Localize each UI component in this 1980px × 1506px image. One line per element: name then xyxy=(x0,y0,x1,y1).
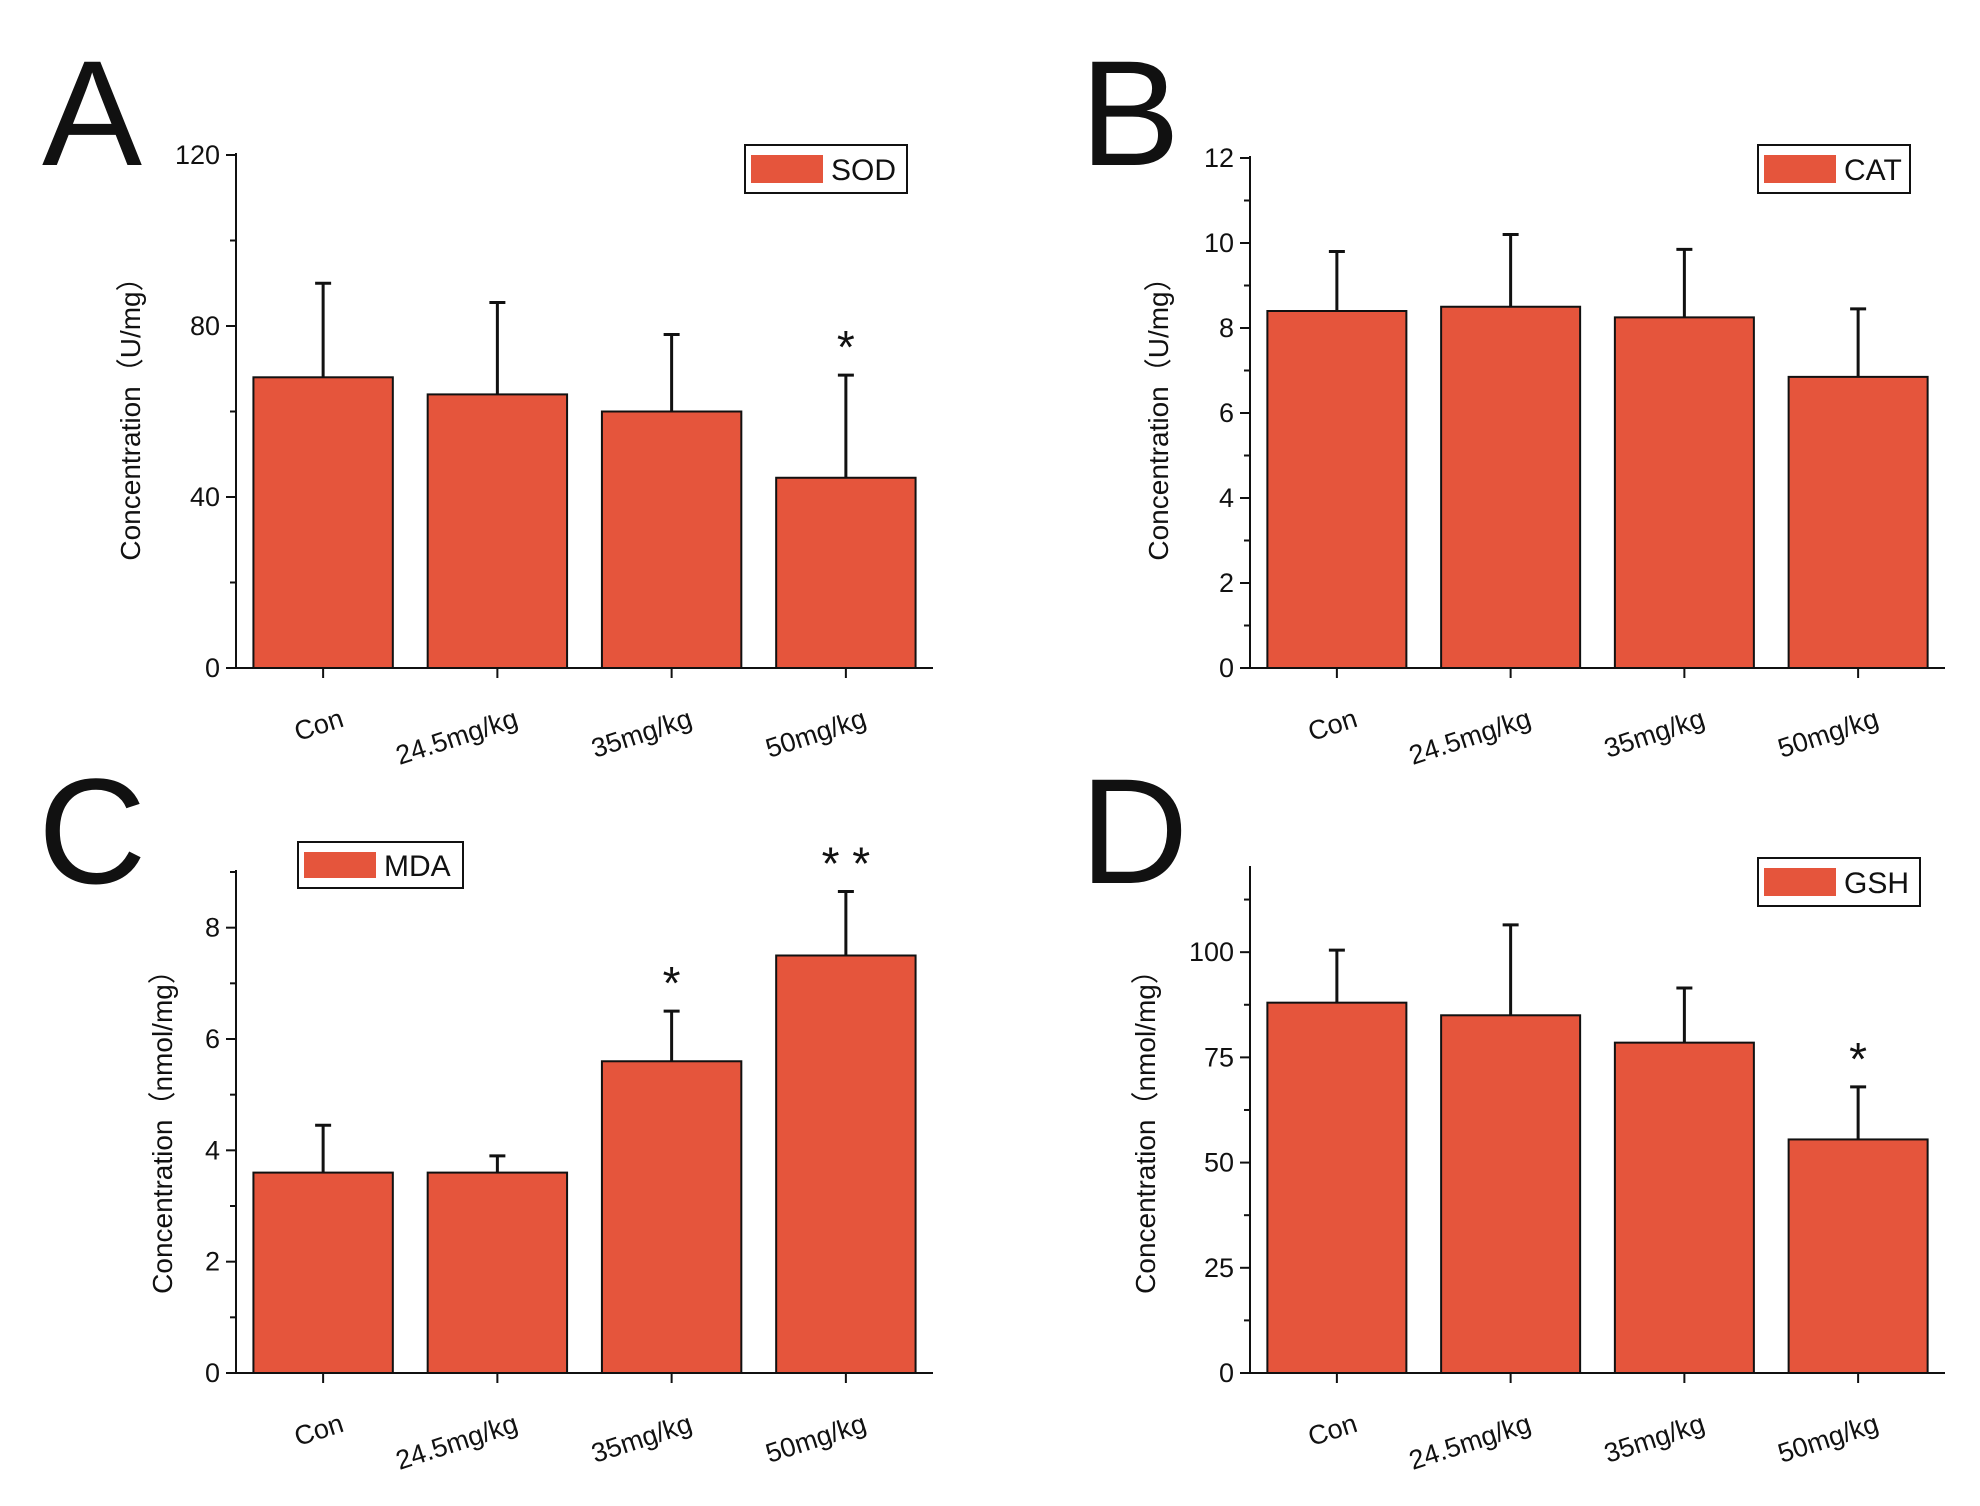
legend: GSH xyxy=(1757,857,1921,907)
bar xyxy=(1613,1041,1755,1375)
bar xyxy=(1787,375,1929,669)
bar xyxy=(600,1060,743,1375)
y-tick-label: 50 xyxy=(1204,1148,1234,1178)
x-tick-label: 50mg/kg xyxy=(762,703,870,764)
bar xyxy=(1266,310,1408,669)
y-tick-label: 0 xyxy=(205,653,220,683)
y-tick-label: 40 xyxy=(190,482,220,512)
x-tick-label: 35mg/kg xyxy=(588,1408,696,1469)
legend-label: CAT xyxy=(1844,154,1902,187)
y-axis-label: Concentration（U/mg） xyxy=(1143,263,1174,560)
legend-swatch xyxy=(304,852,376,878)
y-tick-label: 4 xyxy=(1219,483,1234,513)
y-tick-label: 25 xyxy=(1204,1253,1234,1283)
bar xyxy=(775,476,917,670)
significance-marker: * xyxy=(663,957,681,1009)
y-tick-label: 2 xyxy=(1219,568,1234,598)
legend-label: GSH xyxy=(1844,867,1909,900)
y-tick-label: 8 xyxy=(205,913,220,943)
panel-letter: C xyxy=(38,747,146,915)
y-tick-label: 0 xyxy=(205,1358,220,1388)
y-tick-label: 4 xyxy=(205,1135,220,1165)
legend-box xyxy=(1757,857,1921,907)
bar xyxy=(775,954,917,1374)
bar xyxy=(1266,1001,1408,1375)
legend-box xyxy=(297,841,464,889)
legend-label: SOD xyxy=(831,154,896,187)
chart-panel-a: A 0 40 80 120 Concentration（U/mg） Con 24.5mg/kg… xyxy=(42,29,933,771)
y-tick-label: 0 xyxy=(1219,653,1234,683)
significance-marker: * xyxy=(1849,1033,1867,1085)
x-tick-label: Con xyxy=(1304,703,1360,747)
legend: CAT xyxy=(1757,144,1911,194)
bar xyxy=(600,410,743,669)
x-tick-label: Con xyxy=(1304,1408,1360,1452)
x-tick-label: 50mg/kg xyxy=(1774,703,1882,764)
panel-letter: B xyxy=(1080,29,1180,197)
y-tick-label: 120 xyxy=(175,140,220,170)
y-tick-label: 80 xyxy=(190,311,220,341)
x-tick-label: 50mg/kg xyxy=(762,1408,870,1469)
significance-marker: * xyxy=(837,321,855,373)
legend-box xyxy=(1757,144,1911,194)
legend-swatch xyxy=(1764,155,1836,183)
chart-panel-b: B 0 2 4 6 8 10 12 Concentration（U/mg） Con 24.5mg/k… xyxy=(1080,29,1945,771)
y-tick-label: 2 xyxy=(205,1247,220,1277)
x-tick-label: Con xyxy=(291,1408,347,1452)
chart-panel-d: D 0 25 50 75 100 Concentration（nmol/mg） Con 24.5… xyxy=(1080,747,1945,1476)
significance-marker: * * xyxy=(822,837,871,889)
y-axis-label: Concentration（nmol/mg） xyxy=(147,956,178,1294)
y-axis-label: Concentration（nmol/mg） xyxy=(1130,956,1161,1294)
bar xyxy=(252,376,394,669)
y-tick-label: 6 xyxy=(1219,398,1234,428)
legend: SOD xyxy=(744,144,908,194)
y-tick-label: 10 xyxy=(1204,228,1234,258)
x-tick-label: Con xyxy=(291,703,347,747)
chart-panel-c: C 0 2 4 6 8 Concentration（nmol/mg） Con 24.5mg/kg… xyxy=(38,747,933,1476)
bar xyxy=(426,1171,569,1374)
y-tick-label: 100 xyxy=(1189,937,1234,967)
x-tick-label: 24.5mg/kg xyxy=(1405,1408,1534,1475)
x-tick-label: 24.5mg/kg xyxy=(392,1408,521,1475)
bar xyxy=(426,393,569,669)
y-tick-label: 0 xyxy=(1219,1358,1234,1388)
x-tick-label: 24.5mg/kg xyxy=(1405,703,1534,770)
bar xyxy=(252,1171,394,1374)
x-tick-label: 35mg/kg xyxy=(1600,703,1708,764)
y-tick-label: 12 xyxy=(1204,143,1234,173)
bar xyxy=(1613,316,1755,669)
legend-swatch xyxy=(751,155,823,183)
y-tick-label: 75 xyxy=(1204,1042,1234,1072)
x-tick-label: 35mg/kg xyxy=(1600,1408,1708,1469)
legend: MDA xyxy=(297,841,464,889)
bar xyxy=(1440,1014,1582,1375)
x-tick-label: 24.5mg/kg xyxy=(392,703,521,770)
x-tick-label: 50mg/kg xyxy=(1774,1408,1882,1469)
panel-letter: A xyxy=(42,29,142,197)
y-tick-label: 6 xyxy=(205,1024,220,1054)
y-axis-label: Concentration（U/mg） xyxy=(115,263,146,560)
bar xyxy=(1787,1138,1929,1374)
legend-box xyxy=(744,144,908,194)
bar xyxy=(1440,305,1582,669)
panel-letter: D xyxy=(1080,747,1188,915)
legend-swatch xyxy=(1764,868,1836,896)
x-tick-label: 35mg/kg xyxy=(588,703,696,764)
legend-label: MDA xyxy=(384,850,451,883)
y-tick-label: 8 xyxy=(1219,313,1234,343)
